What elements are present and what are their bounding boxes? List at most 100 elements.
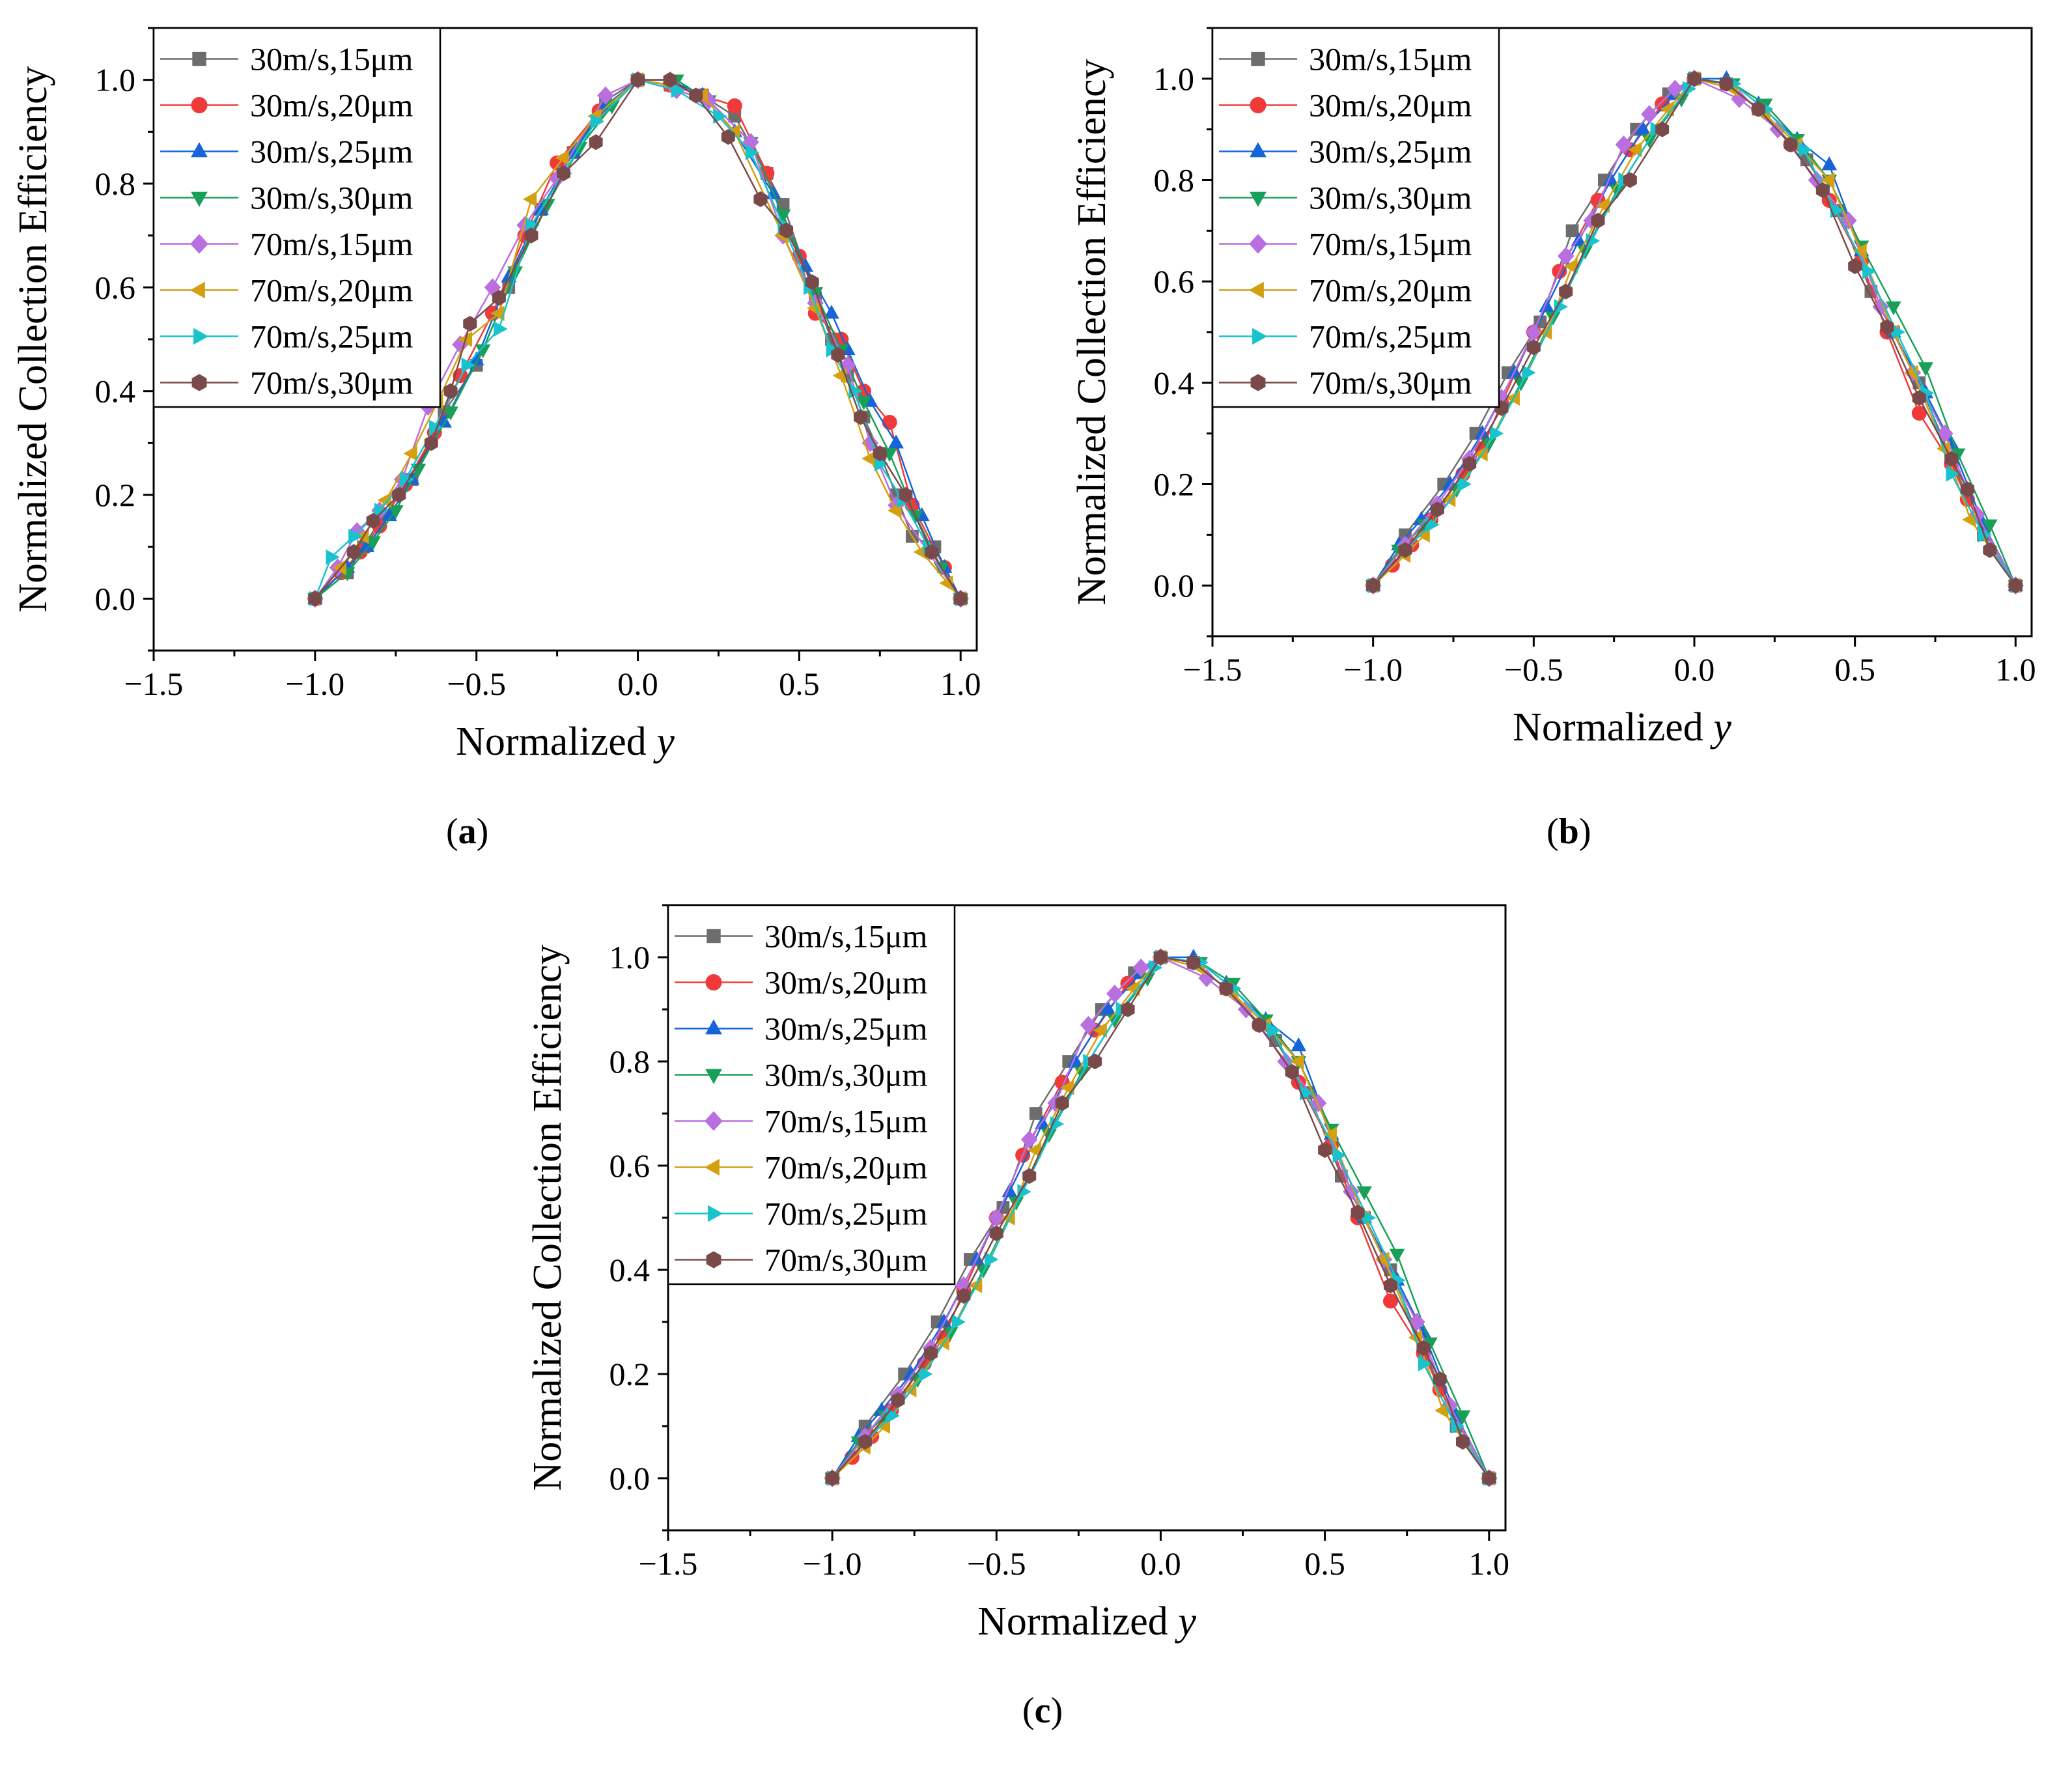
chart-a-ytick-label: 0.4: [95, 373, 136, 410]
chart-c-series-7-point: [985, 1252, 999, 1267]
chart-a-legend-label: 30m/s,25μm: [250, 133, 413, 170]
chart-c-series-7-point: [1362, 1210, 1377, 1226]
chart-a-legend-swatch-marker: [191, 191, 208, 207]
chart-b-legend-entry: 30m/s,20μm: [1219, 87, 1472, 124]
chart-b-legend-label: 70m/s,30μm: [1309, 365, 1472, 401]
chart-b-legend-label: 30m/s,25μm: [1309, 133, 1472, 170]
chart-a-series-8-point: [443, 383, 458, 399]
chart-c-series-8-point: [858, 1433, 873, 1450]
chart-c-legend-swatch-marker: [706, 1251, 721, 1269]
chart-b-series-7-point: [1862, 263, 1877, 279]
chart-a-series-8-point: [308, 591, 322, 607]
chart-c-series-7-point: [1418, 1356, 1433, 1371]
chart-b-series-8-point: [2008, 578, 2023, 594]
chart-b-series-8-point: [1463, 456, 1477, 472]
chart-c-series-6-line: [832, 956, 1490, 1479]
chart-c-series-8-point: [1121, 1001, 1135, 1018]
chart-c-series-8-point: [1219, 980, 1233, 997]
chart-c-series-8-point: [1088, 1053, 1102, 1070]
chart-b-legend-box: [1211, 27, 1500, 408]
chart-a-series-3-point: [798, 258, 814, 272]
chart-b-series-8-point: [1848, 258, 1862, 274]
chart-c-series-8-point: [1022, 1168, 1037, 1185]
chart-b-legend-swatch-marker: [1248, 281, 1264, 299]
chart-a-series-8-point: [631, 72, 645, 88]
chart-a-series-8-point: [589, 134, 603, 150]
chart-a-series-3-point: [436, 414, 452, 428]
chart-a-xtick-label: −0.5: [447, 666, 506, 702]
chart-b-series-5-point: [1666, 79, 1684, 98]
chart-c-series-5-point: [1106, 985, 1123, 1003]
chart-c-series-8-point: [1186, 954, 1201, 971]
chart-a-legend-label: 70m/s,15μm: [250, 226, 413, 262]
chart-c-legend-swatch-marker: [705, 1111, 723, 1131]
chart-c-series-4-point: [1356, 1186, 1372, 1201]
chart-c-series-8-point: [1416, 1340, 1431, 1356]
chart-a-series-8-point: [689, 87, 703, 104]
chart-a-series-8-point: [346, 544, 361, 560]
chart-a-legend: 30m/s,15μm 30m/s,20μm 30m/s,25μm 30m/s,30μm…: [152, 27, 441, 408]
chart-a-xtick-label: 0.5: [779, 666, 820, 702]
chart-c-legend-label: 30m/s,25μm: [764, 1011, 928, 1047]
chart-c-legend-swatch-marker: [708, 1205, 723, 1222]
chart-panel-a: −1.5 −1.0 −0.5 0.0 0.5 1.0 0.0 0.2 0.4 0.6 0.8 1.0 N…: [11, 13, 1009, 886]
chart-c-legend-entry: 70m/s,15μm: [675, 1103, 928, 1140]
chart-a-xlabel: Normalized y: [456, 720, 675, 764]
chart-b-series-6-point: [1853, 243, 1867, 259]
chart-b-series-5-point: [1615, 135, 1632, 154]
chart-c-legend-label: 70m/s,25μm: [764, 1196, 928, 1232]
chart-c-series-7-point: [1267, 1022, 1281, 1038]
chart-b-legend-label: 70m/s,15μm: [1309, 226, 1472, 262]
chart-a-series-4-point: [856, 396, 872, 410]
chart-b-legend-entry: 70m/s,20μm: [1219, 272, 1472, 309]
chart-a-ytick-label: 0.0: [95, 580, 136, 617]
chart-a-legend-entry: 30m/s,15μm: [160, 41, 413, 77]
chart-a-series-5-point: [597, 86, 614, 105]
chart-c-series-3-point: [1100, 1000, 1116, 1015]
chart-b-series-7-point: [1457, 476, 1472, 492]
chart-a-series-8-line: [314, 79, 962, 600]
chart-b-legend-swatch-marker: [1249, 234, 1267, 254]
chart-b-series-6-line: [1372, 77, 2017, 587]
chart-b-series-3-point: [1821, 156, 1838, 171]
chart-b-series-6-point: [1821, 172, 1835, 188]
chart-a-legend-swatch-marker: [189, 281, 205, 299]
chart-a-series-8-point: [557, 165, 571, 182]
chart-a-legend-entry: 70m/s,25μm: [160, 318, 413, 355]
chart-c-legend-swatch-marker: [705, 974, 722, 990]
chart-a-series-8-point: [753, 191, 768, 208]
chart-a-legend-entry: 70m/s,20μm: [160, 272, 413, 309]
chart-b-ytick-label: 0.6: [1154, 263, 1195, 300]
chart-b-series-8-point: [1687, 70, 1701, 87]
chart-a-series-8: [308, 72, 968, 607]
chart-a-series-7-point: [494, 321, 508, 337]
chart-a-legend-swatch-marker: [191, 97, 208, 113]
chart-a-series-4-point: [604, 100, 620, 115]
chart-a-series-8-point: [899, 486, 913, 503]
chart-a-ylabel: Normalized Collection Efficiency: [11, 66, 55, 613]
chart-c-legend-swatch-marker: [705, 1069, 722, 1084]
chart-a-series-7-point: [671, 82, 686, 98]
chart-c-series-6-point: [1093, 1022, 1107, 1038]
chart-c-legend-box: [667, 904, 956, 1285]
chart-b-series-1-point: [1565, 224, 1579, 238]
chart-c-series-8-point: [1252, 1017, 1267, 1033]
chart-c-series-8-point: [1455, 1433, 1470, 1450]
chart-c-series-7-point: [951, 1314, 966, 1330]
chart-b-series-8-point: [1983, 542, 1997, 558]
chart-c-series-7-point: [1017, 1184, 1031, 1200]
chart-b-legend-swatch-marker: [1252, 328, 1268, 345]
chart-b-legend-label: 70m/s,20μm: [1309, 272, 1472, 309]
chart-b-ytick-label: 0.2: [1154, 466, 1195, 503]
chart-b-series-8-point: [1815, 182, 1830, 199]
chart-a-series-7-point: [461, 357, 475, 373]
chart-a-series-8-point: [424, 435, 438, 451]
chart-a-series-6-point: [332, 559, 346, 576]
chart-b-ylabel: Normalized Collection Efficiency: [1070, 59, 1114, 606]
chart-b-xtick-label: −1.5: [1183, 651, 1242, 688]
chart-a-legend-label: 30m/s,30μm: [250, 180, 413, 216]
chart-c-xlabel: Normalized y: [977, 1599, 1196, 1644]
chart-a-series-6-point: [403, 445, 417, 462]
chart-c-series-8-point: [1482, 1470, 1496, 1487]
chart-b-xtick-label: 0.5: [1834, 651, 1875, 688]
